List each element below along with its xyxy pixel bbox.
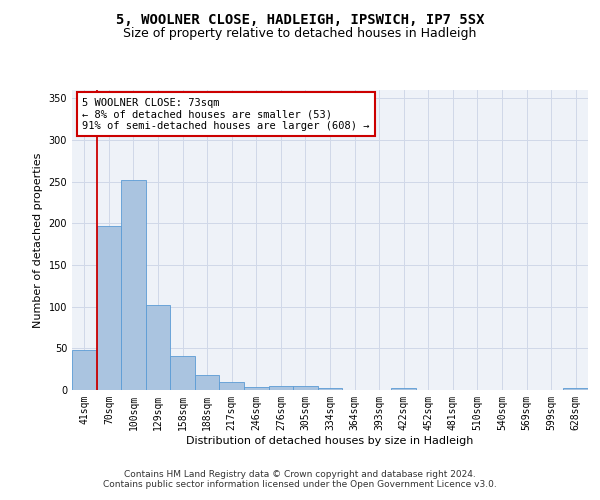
Text: 5 WOOLNER CLOSE: 73sqm
← 8% of detached houses are smaller (53)
91% of semi-deta: 5 WOOLNER CLOSE: 73sqm ← 8% of detached …: [82, 98, 370, 130]
Y-axis label: Number of detached properties: Number of detached properties: [33, 152, 43, 328]
Text: Size of property relative to detached houses in Hadleigh: Size of property relative to detached ho…: [124, 28, 476, 40]
Bar: [269, 386, 293, 390]
Bar: [244, 386, 269, 390]
Bar: [121, 180, 146, 390]
Bar: [563, 388, 588, 390]
Bar: [195, 375, 220, 390]
Bar: [220, 382, 244, 390]
Bar: [170, 356, 195, 390]
Text: 5, WOOLNER CLOSE, HADLEIGH, IPSWICH, IP7 5SX: 5, WOOLNER CLOSE, HADLEIGH, IPSWICH, IP7…: [116, 12, 484, 26]
Bar: [318, 388, 342, 390]
Bar: [97, 226, 121, 390]
X-axis label: Distribution of detached houses by size in Hadleigh: Distribution of detached houses by size …: [187, 436, 473, 446]
Bar: [72, 350, 97, 390]
Bar: [391, 388, 416, 390]
Text: Contains HM Land Registry data © Crown copyright and database right 2024.
Contai: Contains HM Land Registry data © Crown c…: [103, 470, 497, 489]
Bar: [146, 305, 170, 390]
Bar: [293, 386, 318, 390]
